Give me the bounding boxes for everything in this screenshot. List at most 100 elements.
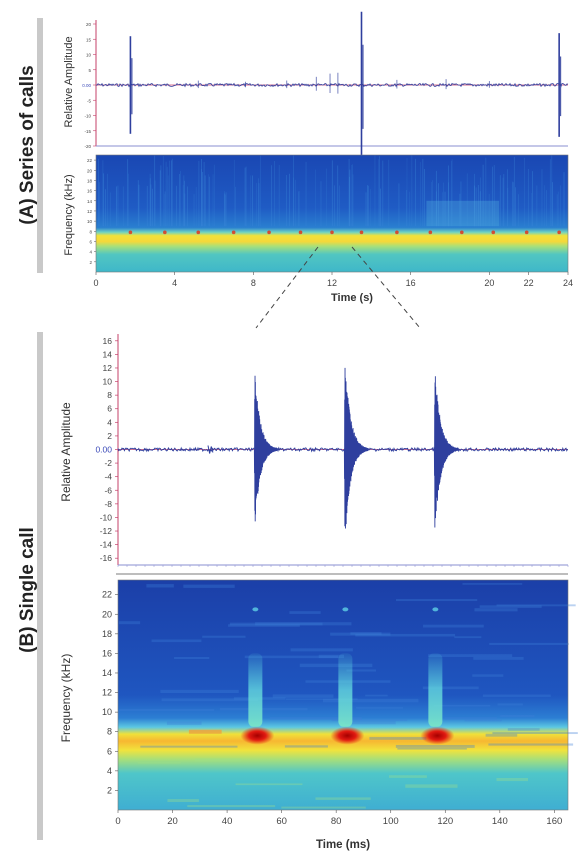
texture-streak (219, 707, 308, 711)
texture-streak (299, 663, 373, 668)
texture-streak (356, 707, 404, 709)
texture-streak (433, 704, 491, 707)
pulse-waveform (343, 367, 369, 529)
texture-streak (496, 604, 576, 607)
pulse-waveform (433, 376, 459, 528)
texture-streak (161, 698, 259, 702)
y-tick-label: -12 (100, 526, 113, 536)
dominant-energy-hotspot (330, 726, 365, 745)
texture-streak (315, 797, 371, 800)
texture-streak (255, 622, 352, 626)
texture-streak (462, 583, 523, 585)
texture-streak (444, 716, 497, 720)
y-tick-label: 14 (87, 199, 93, 204)
x-tick-label: 8 (251, 278, 256, 288)
y-tick-label: 20 (87, 168, 93, 173)
x-tick-label: 140 (492, 816, 508, 827)
texture-streak (137, 761, 181, 764)
y-tick-label: -4 (104, 472, 112, 482)
texture-streak (174, 656, 210, 660)
high-freq-dot (342, 607, 349, 612)
high-freq-dot (252, 607, 259, 612)
call-marker (557, 230, 561, 235)
texture-streak (395, 599, 478, 602)
y-tick-label: 2 (107, 431, 112, 441)
y-tick-label: 16 (103, 336, 113, 346)
texture-streak (489, 642, 569, 645)
faint-energy-patch (426, 200, 500, 227)
y-tick-label: 18 (102, 629, 112, 639)
x-tick-label: 40 (222, 816, 233, 827)
texture-streak (488, 743, 574, 746)
call-marker (128, 230, 133, 235)
texture-streak (365, 694, 388, 697)
texture-streak (202, 635, 246, 638)
y-tick-label: 12 (102, 688, 112, 698)
y-tick-label: -2 (104, 458, 112, 468)
texture-streak (479, 605, 542, 608)
y-tick-label: 22 (102, 590, 112, 600)
dominant-energy-hotspot (240, 726, 275, 745)
y-tick-label: 18 (87, 178, 93, 183)
y-tick-label: -15 (84, 129, 91, 134)
y-tick-label: 8 (107, 390, 112, 400)
call-marker (163, 230, 167, 235)
texture-streak (428, 654, 513, 658)
texture-streak (318, 654, 344, 659)
plot-frame (117, 579, 569, 811)
y-tick-label: 4 (89, 250, 92, 255)
x-tick-label: 60 (276, 816, 287, 827)
y-tick-label: -16 (100, 553, 113, 563)
x-tick-label: 0 (93, 278, 98, 288)
texture-streak (160, 689, 239, 694)
call-marker (298, 230, 303, 235)
texture-streak (195, 758, 242, 762)
y-tick-label: 0.00 (95, 445, 112, 455)
texture-streak (473, 656, 524, 660)
y-tick-label: 12 (87, 209, 93, 214)
texture-streak (281, 806, 366, 809)
y-tick-label: 2 (107, 785, 112, 795)
texture-streak (496, 778, 529, 782)
texture-streak (269, 716, 362, 720)
texture-streak (346, 669, 376, 672)
y-tick-label: -10 (84, 114, 91, 119)
panel-a-side-bar (37, 18, 43, 273)
panel-b-waveform: 16 14 12 10 8 6 4 2 0.00 -2 -4 -6 -8 -10 -12 -14 -16 Rela… (59, 334, 569, 567)
y-tick-label: 12 (103, 363, 113, 373)
y-tick-label: 20 (86, 22, 92, 27)
x-tick-label: 20 (167, 816, 178, 827)
texture-streak (507, 728, 540, 731)
y-tick-label: 10 (103, 377, 113, 387)
texture-streak (423, 624, 484, 628)
harmonic-plume (248, 653, 263, 727)
pulse-waveform (253, 375, 279, 522)
texture-streak (422, 686, 479, 690)
panel-b-spectrogram: 0 20 40 60 80 100 120 140 160 2 4 6 8 10 12 14 16 18 20 22 T… (59, 573, 578, 851)
y-tick-label: -5 (87, 98, 91, 103)
x-tick-label: 12 (327, 278, 337, 288)
y-tick-label: 16 (87, 189, 93, 194)
texture-streak (183, 584, 235, 588)
x-tick-label: 100 (383, 816, 399, 827)
call-marker (524, 230, 529, 235)
texture-streak (151, 639, 202, 643)
texture-streak (492, 732, 578, 735)
zoom-guide-left (255, 246, 319, 329)
x-axis-title: Time (ms) (316, 839, 370, 851)
texture-streak (166, 721, 202, 725)
call-marker (359, 230, 364, 235)
texture-streak (454, 636, 482, 639)
texture-streak (331, 718, 408, 722)
x-tick-label: 22 (524, 278, 534, 288)
texture-streak (140, 745, 238, 748)
band-precursor (188, 729, 222, 734)
texture-streak (167, 799, 199, 803)
harmonic-plume (428, 653, 443, 727)
texture-streak (389, 775, 427, 778)
high-freq-dot (432, 607, 439, 612)
call-marker (491, 230, 496, 235)
panel-a-waveform: 20 15 10 5 0.00 -5 -10 -15 -20 (82, 11, 569, 159)
y-tick-label: 4 (107, 417, 112, 427)
